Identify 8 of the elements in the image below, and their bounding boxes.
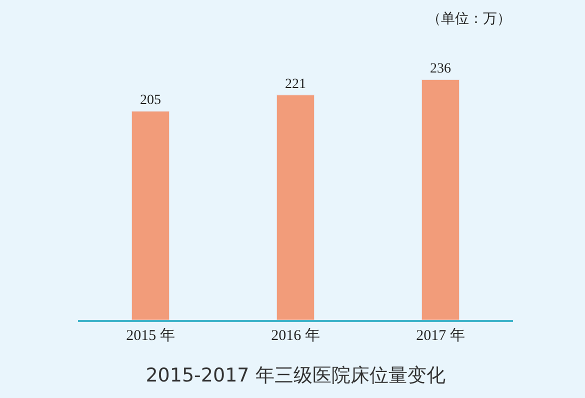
x-tick-label: 2016 年	[271, 327, 320, 344]
text: 2015-2017 年三级医院床位量变化	[146, 364, 446, 387]
data-label: 236	[430, 62, 451, 77]
data-label: 205	[140, 93, 161, 108]
text: （单位：万）	[427, 11, 511, 27]
data-label: 221	[285, 76, 306, 92]
x-tick-label: 2015 年	[126, 327, 175, 344]
x-tick-label: 2017 年	[416, 327, 465, 344]
